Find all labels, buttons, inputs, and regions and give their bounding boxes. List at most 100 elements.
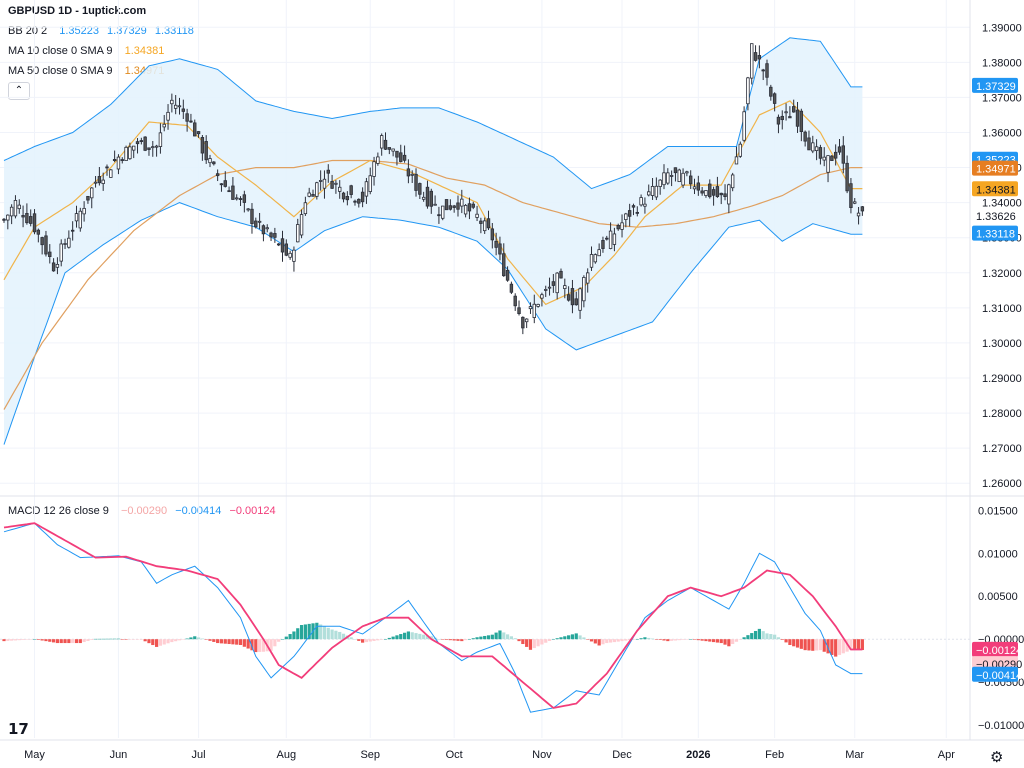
macd-tick-label: 0.01000 bbox=[978, 548, 1018, 560]
macd-hist-bar bbox=[639, 638, 643, 640]
macd-hist-bar bbox=[387, 637, 391, 640]
candle-body bbox=[570, 288, 575, 306]
candle-body bbox=[799, 110, 804, 132]
macd-hist-bar bbox=[586, 639, 590, 640]
macd-hist-bar bbox=[242, 639, 246, 647]
macd-hist-bar bbox=[547, 639, 552, 641]
macd-hist-bar bbox=[753, 630, 758, 640]
candle-body bbox=[582, 277, 586, 302]
macd-hist-bar bbox=[128, 639, 132, 640]
bb-legend-name: BB 20 2 bbox=[8, 25, 48, 37]
candle-body bbox=[490, 228, 495, 241]
macd-hist-bar bbox=[696, 639, 700, 641]
macd-hist-bar bbox=[593, 639, 597, 644]
macd-hist-bar bbox=[475, 637, 479, 640]
candle-body bbox=[265, 227, 269, 230]
candle-body bbox=[204, 141, 208, 161]
macd-hist-bar bbox=[120, 639, 124, 640]
macd-hist-bar bbox=[578, 635, 582, 640]
candle-body bbox=[147, 147, 151, 150]
macd-hist-bar bbox=[559, 637, 563, 640]
candle-body bbox=[685, 171, 689, 174]
price-tag bbox=[972, 77, 1018, 93]
macd-hist-bar bbox=[391, 636, 395, 640]
candle-body bbox=[437, 214, 441, 217]
macd-legend-name: MACD 12 26 close 9 bbox=[8, 505, 109, 517]
macd-hist-bar bbox=[765, 633, 769, 640]
candle-body bbox=[540, 294, 544, 299]
candle-body bbox=[296, 224, 300, 243]
bb-legend[interactable]: BB 20 2 1.35223 1.37329 1.33118 bbox=[8, 25, 194, 37]
macd-hist-bar bbox=[10, 639, 14, 641]
price-tick-label: 1.38000 bbox=[982, 57, 1022, 69]
candle-body bbox=[833, 151, 838, 159]
candle-body bbox=[44, 235, 48, 255]
candle-body bbox=[750, 43, 754, 79]
macd-hist-bar bbox=[406, 631, 410, 640]
price-tag bbox=[972, 181, 1018, 197]
macd-hist-bar bbox=[193, 636, 197, 640]
macd-hist-bar bbox=[284, 636, 288, 640]
bb-upper-value: 1.37329 bbox=[107, 25, 147, 37]
macd-hist-bar bbox=[448, 639, 452, 641]
macd-tick-label: −0.01000 bbox=[978, 720, 1024, 732]
candle-body bbox=[814, 146, 819, 151]
candle-body bbox=[612, 233, 617, 245]
macd-hist-bar bbox=[597, 639, 601, 646]
candle-body bbox=[849, 183, 853, 208]
macd-hist-bar bbox=[101, 638, 105, 640]
macd-hist-bar bbox=[6, 639, 10, 641]
macd-hist-bar bbox=[90, 639, 94, 640]
candle-body bbox=[700, 190, 704, 194]
collapse-legend-button[interactable]: ⌃ bbox=[8, 82, 30, 100]
tradingview-logo-icon[interactable]: 17 bbox=[8, 720, 29, 738]
candle-body bbox=[59, 243, 63, 262]
macd-hist-bar bbox=[166, 639, 170, 644]
candle-body bbox=[761, 69, 765, 72]
macd-hist-bar bbox=[357, 639, 361, 641]
macd-hist-bar bbox=[536, 639, 540, 647]
candle-body bbox=[387, 147, 392, 150]
candle-body bbox=[32, 213, 37, 233]
macd-hist-bar bbox=[551, 639, 555, 640]
candle-body bbox=[280, 238, 285, 253]
candle-body bbox=[826, 155, 830, 173]
candle-body bbox=[456, 202, 460, 210]
macd-hist-bar bbox=[361, 639, 365, 643]
time-tick-label: Nov bbox=[532, 749, 552, 761]
candle-body bbox=[730, 174, 735, 189]
macd-hist-bar bbox=[811, 639, 815, 651]
macd-hist-bar bbox=[124, 639, 128, 640]
candle-body bbox=[40, 237, 44, 246]
macd-tag bbox=[972, 666, 1018, 682]
macd-hist-bar bbox=[490, 634, 494, 640]
candle-body bbox=[406, 168, 411, 177]
price-tick-label: 1.36000 bbox=[982, 127, 1022, 139]
bb-lower-line bbox=[3, 202, 863, 445]
price-tag-label: 1.34381 bbox=[976, 184, 1016, 196]
candle-body bbox=[292, 249, 296, 262]
macd-hist-bar bbox=[849, 639, 853, 651]
macd-hist-bar bbox=[299, 625, 304, 640]
macd-hist-bar bbox=[288, 634, 292, 640]
candle-body bbox=[135, 141, 140, 145]
bb-upper-line bbox=[3, 37, 863, 190]
macd-hist-bar bbox=[807, 639, 811, 651]
macd-hist-bar bbox=[528, 639, 533, 650]
candle-body bbox=[830, 155, 834, 161]
candle-body bbox=[803, 131, 807, 142]
macd-hist-bar bbox=[185, 638, 189, 640]
macd-hist-bar bbox=[277, 639, 281, 642]
candle-body bbox=[67, 237, 71, 248]
macd-hist-bar bbox=[769, 634, 773, 640]
price-tick-label: 1.32000 bbox=[982, 268, 1022, 280]
candle-body bbox=[807, 137, 811, 151]
macd-hist-bar bbox=[677, 639, 681, 641]
macd-hist-bar bbox=[261, 639, 266, 652]
gear-icon[interactable]: ⚙ bbox=[990, 748, 1004, 766]
candle-body bbox=[143, 136, 147, 151]
macd-hist-bar bbox=[109, 638, 113, 640]
candle-body bbox=[681, 172, 685, 186]
macd-hist-bar bbox=[235, 639, 239, 645]
